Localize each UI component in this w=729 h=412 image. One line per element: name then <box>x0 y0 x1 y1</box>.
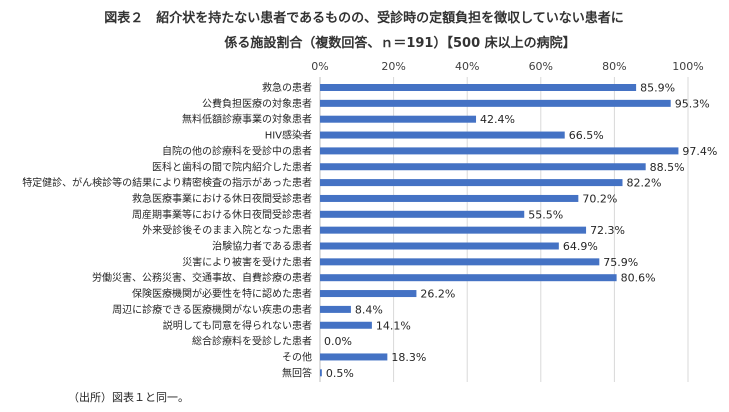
data-label-3: 66.5% <box>569 129 604 142</box>
category-label-1: 公費負担医療の対象患者 <box>202 97 312 110</box>
bar-17 <box>320 353 388 361</box>
bar-6 <box>320 179 623 187</box>
category-label-3: HIV感染者 <box>265 129 312 142</box>
category-label-7: 救急医療事業における休日夜間受診患者 <box>132 192 312 205</box>
category-label-15: 説明しても同意を得られない患者 <box>163 319 312 332</box>
data-label-6: 82.2% <box>626 177 661 190</box>
data-label-11: 75.9% <box>603 256 638 269</box>
bar-7 <box>320 194 579 202</box>
data-label-17: 18.3% <box>391 351 426 364</box>
chart-title-line-2: 係る施設割合（複数回答、ｎ＝191）【500 床以上の病院】 <box>224 35 575 51</box>
x-tick-label-20: 20% <box>381 60 405 73</box>
data-label-8: 55.5% <box>528 208 563 221</box>
data-label-5: 88.5% <box>650 161 685 174</box>
category-label-4: 自院の他の診療科を受診中の患者 <box>162 144 312 157</box>
category-label-17: その他 <box>282 350 312 363</box>
x-axis-ticks: 0% 20% 40% 60% 80% 100% <box>311 60 703 73</box>
bar-0 <box>320 84 637 91</box>
x-tick-label-80: 80% <box>602 60 626 73</box>
category-label-9: 外来受診後そのまま入院となった患者 <box>142 224 312 237</box>
x-tick-label-100: 100% <box>672 60 703 73</box>
data-label-14: 8.4% <box>355 303 383 316</box>
category-label-8: 周産期事業等における休日夜間受診患者 <box>132 208 312 221</box>
source-note: （出所）図表１と同一。 <box>68 390 189 404</box>
category-label-2: 無料低額診療事業の対象患者 <box>182 113 312 126</box>
category-label-16: 総合診療料を受診した患者 <box>192 335 312 348</box>
bar-11 <box>320 258 600 266</box>
bar-14 <box>320 305 351 313</box>
data-label-13: 26.2% <box>420 288 455 301</box>
bar-12 <box>320 274 617 282</box>
data-label-10: 64.9% <box>563 240 598 253</box>
data-label-0: 85.9% <box>640 82 675 95</box>
chart-title: 図表２ 紹介状を持たない患者であるものの、受診時の定額負担を徴収していない患者に… <box>104 10 623 51</box>
bar-18 <box>320 369 322 377</box>
x-tick-label-60: 60% <box>529 60 553 73</box>
data-label-15: 14.1% <box>376 319 411 332</box>
category-label-13: 保険医療機関が必要性を特に認めた患者 <box>132 287 312 300</box>
x-tick-label-40: 40% <box>455 60 479 73</box>
bar-5 <box>320 163 646 171</box>
bar-8 <box>320 210 525 218</box>
x-tick-label-0: 0% <box>311 60 328 73</box>
category-label-5: 医科と歯科の間で院内紹介した患者 <box>152 160 312 173</box>
chart-title-line-1: 図表２ 紹介状を持たない患者であるものの、受診時の定額負担を徴収していない患者に <box>104 10 623 26</box>
data-label-1: 95.3% <box>675 97 710 110</box>
category-label-18: 無回答 <box>282 366 312 379</box>
data-label-9: 72.3% <box>590 224 625 237</box>
bar-10 <box>320 242 559 250</box>
bar-2 <box>320 115 477 123</box>
category-label-14: 周辺に診療できる医療機関がない疾患の患者 <box>112 303 312 316</box>
bar-3 <box>320 131 565 139</box>
category-label-10: 治験協力者である患者 <box>212 240 312 253</box>
data-label-18: 0.5% <box>326 367 354 380</box>
category-label-11: 災害により被害を受けた患者 <box>182 255 312 268</box>
data-label-16: 0.0% <box>324 335 352 348</box>
bars <box>320 84 679 377</box>
category-label-6: 特定健診、がん検診等の結果により精密検査の指示があった患者 <box>22 176 312 189</box>
bar-15 <box>320 321 372 329</box>
bar-4 <box>320 147 679 155</box>
data-label-7: 70.2% <box>582 192 617 205</box>
category-label-12: 労働災害、公務災害、交通事故、自費診療の患者 <box>92 271 312 284</box>
data-label-4: 97.4% <box>682 145 717 158</box>
data-label-2: 42.4% <box>480 113 515 126</box>
bar-9 <box>320 226 587 234</box>
data-labels: 85.9%95.3% 42.4% 66.5% 97.4% 88.5% 82.2% 70.2%… <box>324 82 717 380</box>
bar-1 <box>320 99 671 107</box>
category-label-0: 救急の患者 <box>262 81 312 94</box>
bar-13 <box>320 290 417 298</box>
data-label-12: 80.6% <box>621 272 656 285</box>
